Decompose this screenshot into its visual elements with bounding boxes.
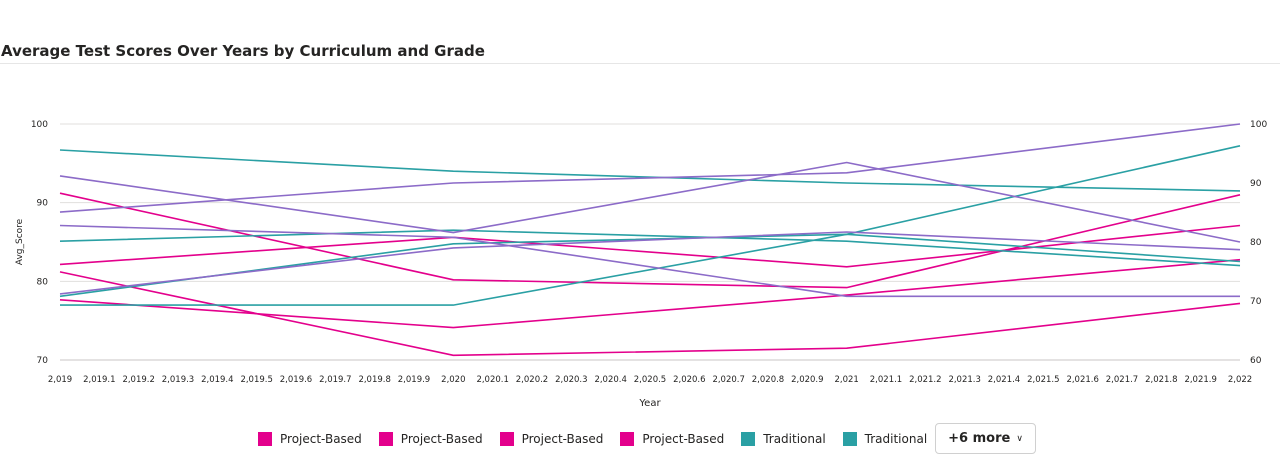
- chevron-down-icon: ∨: [1016, 433, 1023, 444]
- y-tick-label: 70: [37, 356, 49, 366]
- series-line-3[interactable]: [59, 258, 1241, 329]
- y-tick-label: 80: [37, 277, 49, 287]
- legend-swatch: [499, 431, 514, 446]
- y-axis-label: Avg_Score: [15, 218, 25, 265]
- y-tick-label: 100: [31, 120, 48, 130]
- legend-swatch: [741, 431, 756, 446]
- x-tick-label: 2,020.3: [555, 375, 587, 385]
- x-tick-label: 2,021.9: [1184, 375, 1216, 385]
- series-line-9[interactable]: [59, 161, 1241, 243]
- more-legend-label: +6 more: [948, 431, 1011, 446]
- gridlines: [60, 123, 1240, 361]
- legend-item[interactable]: Traditional: [741, 431, 826, 446]
- x-axis-ticks: 2,019 2,019.1 2,019.2 2,019.3 2,019.4 2,019.5…: [48, 375, 1252, 385]
- legend-swatch: [620, 431, 635, 446]
- legend-label: Project-Based: [280, 431, 362, 446]
- legend-item[interactable]: Project-Based: [378, 431, 483, 446]
- y2-tick-label: 80: [1250, 238, 1262, 248]
- x-tick-label: 2,019.9: [398, 375, 430, 385]
- x-tick-label: 2,019.3: [162, 375, 194, 385]
- x-tick-label: 2,020.8: [752, 375, 784, 385]
- x-axis-label: Year: [638, 398, 661, 409]
- series-line-10[interactable]: [59, 123, 1241, 213]
- x-tick-label: 2,021: [834, 375, 858, 385]
- chart-title: Average Test Scores Over Years by Curric…: [1, 42, 485, 60]
- y2-tick-label: 70: [1250, 297, 1262, 307]
- legend-swatch: [258, 431, 272, 446]
- series-line-11[interactable]: [59, 231, 1241, 295]
- x-tick-label: 2,021.6: [1066, 375, 1098, 385]
- line-chart: 2,019 2,019.1 2,019.2 2,019.3 2,019.4 2,019.5…: [15, 120, 1267, 409]
- y2-axis-ticks: 60 70 80 90 100: [1250, 120, 1267, 366]
- series-line-12[interactable]: [59, 224, 1240, 298]
- series-line-6[interactable]: [59, 229, 1241, 267]
- legend-swatch: [842, 431, 857, 446]
- legend-item[interactable]: Project-Based: [620, 431, 725, 446]
- x-tick-label: 2,021.1: [870, 375, 902, 385]
- x-tick-label: 2,019.1: [83, 375, 115, 385]
- legend-label: Project-Based: [642, 431, 725, 446]
- x-tick-label: 2,020.9: [791, 375, 823, 385]
- y2-tick-label: 90: [1250, 179, 1262, 189]
- x-tick-label: 2,020.2: [516, 375, 548, 385]
- legend-item[interactable]: Traditional: [842, 431, 928, 446]
- series-line-4[interactable]: [59, 224, 1241, 268]
- series-line-7[interactable]: [59, 233, 1241, 298]
- x-tick-label: 2,021.7: [1106, 375, 1138, 385]
- x-tick-label: 2,019.7: [319, 375, 351, 385]
- x-tick-label: 2,022: [1228, 375, 1252, 385]
- legend-label: Traditional: [763, 431, 826, 446]
- title-divider: [0, 63, 1280, 64]
- x-tick-label: 2,021.8: [1145, 375, 1177, 385]
- x-tick-label: 2,021.2: [909, 375, 941, 385]
- x-tick-label: 2,020.6: [673, 375, 705, 385]
- legend-swatch: [378, 431, 393, 446]
- x-tick-label: 2,019.2: [122, 375, 154, 385]
- series-line-5[interactable]: [59, 149, 1241, 192]
- x-tick-label: 2,020.1: [476, 375, 508, 385]
- x-tick-label: 2,019.4: [201, 375, 233, 385]
- legend-item[interactable]: Project-Based: [499, 431, 604, 446]
- legend-label: Project-Based: [521, 431, 604, 446]
- x-tick-label: 2,019: [48, 375, 72, 385]
- x-tick-label: 2,021.4: [988, 375, 1020, 385]
- x-tick-label: 2,019.8: [358, 375, 390, 385]
- legend: Project-Based Project-Based Project-Based P…: [258, 423, 1036, 454]
- legend-label: Traditional: [864, 431, 928, 446]
- x-tick-label: 2,021.5: [1027, 375, 1059, 385]
- x-tick-label: 2,021.3: [948, 375, 980, 385]
- x-tick-label: 2,019.5: [240, 375, 272, 385]
- more-legend-button[interactable]: +6 more ∨: [935, 423, 1036, 454]
- legend-label: Project-Based: [400, 431, 483, 446]
- y-tick-label: 90: [37, 199, 49, 209]
- x-tick-label: 2,020.7: [712, 375, 744, 385]
- x-tick-label: 2,020.5: [634, 375, 666, 385]
- series-lines: [59, 123, 1241, 357]
- y2-tick-label: 60: [1250, 356, 1262, 366]
- y-axis-ticks: 70 80 90 100: [31, 120, 48, 366]
- x-tick-label: 2,020.4: [594, 375, 626, 385]
- series-line-8[interactable]: [60, 145, 1241, 306]
- x-tick-label: 2,020: [441, 375, 465, 385]
- y2-tick-label: 100: [1250, 120, 1267, 130]
- x-tick-label: 2,019.6: [280, 375, 312, 385]
- legend-item[interactable]: Project-Based: [258, 431, 362, 446]
